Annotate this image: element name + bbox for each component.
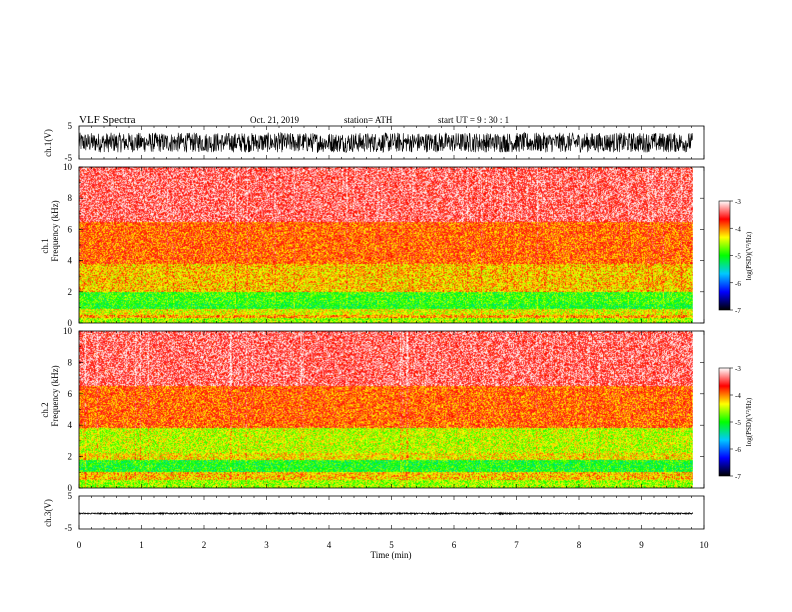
time-tick-label: 8	[577, 540, 582, 550]
frequency-tick-label: 4	[68, 256, 73, 266]
time-tick-label: 9	[639, 540, 644, 550]
colorbar-tick-label: -3	[735, 198, 741, 206]
ch2-spectrogram-panel: 0 2 4 6 8 10 ch.2 Frequency (kHz)	[40, 326, 705, 493]
time-axis-label: Time (min)	[371, 550, 412, 560]
ch1-spectrogram-yticks: 0 2 4 6 8 10	[63, 162, 704, 328]
ch1-colorbar-ticks: -3 -4 -5 -6 -7	[730, 198, 741, 315]
time-tick-label: 0	[77, 540, 82, 550]
frequency-tick-label: 6	[68, 224, 73, 234]
ch3-waveform-panel: 5 -5 ch.3(V)	[43, 491, 705, 533]
frequency-tick-label: 8	[68, 357, 73, 367]
colorbar-tick-label: -6	[735, 446, 741, 454]
ch3-ytick-bottom: -5	[65, 523, 73, 533]
time-tick-label: 5	[389, 540, 394, 550]
time-tick-label: 4	[327, 540, 332, 550]
ch3-waveform-line	[78, 511, 694, 516]
colorbar-tick-label: -4	[735, 392, 741, 400]
time-tick-label: 7	[514, 540, 519, 550]
station-label: station= ATH	[344, 115, 393, 125]
frequency-tick-label: 0	[68, 318, 73, 328]
time-tick-label: 10	[700, 540, 710, 550]
time-axis-ticklabels: 0 1 2 3 4 5 6 7 8 9 10	[77, 540, 709, 550]
ch1-ytick-top: 5	[68, 121, 73, 131]
colorbar-tick-label: -3	[735, 365, 741, 373]
ch2-colorbar-gradient	[719, 368, 730, 476]
ch2-spectrogram-image	[79, 331, 693, 488]
frequency-tick-label: 2	[68, 287, 73, 297]
ch1-waveform-panel: 5 -5 ch.1(V)	[43, 121, 705, 163]
ch2-colorbar-label: log(PSD)(V²/Hz)	[745, 397, 753, 446]
frequency-tick-label: 8	[68, 193, 73, 203]
ch3-waveform-xticks	[78, 496, 705, 529]
ch1-spectrogram-xticks	[78, 167, 705, 323]
time-tick-label: 3	[264, 540, 269, 550]
ch2-channel-label: ch.2	[40, 402, 50, 417]
colorbar-tick-label: -6	[735, 280, 741, 288]
time-tick-label: 6	[452, 540, 457, 550]
ch1-channel-label: ch.1	[40, 238, 50, 253]
colorbar-tick-label: -4	[735, 225, 741, 233]
time-tick-label: 2	[202, 540, 207, 550]
ch3-ytick-top: 5	[68, 491, 73, 501]
ch2-colorbar: -3 -4 -5 -6 -7 log(PSD)(V²/Hz)	[718, 365, 753, 481]
ch2-colorbar-ticks: -3 -4 -5 -6 -7	[730, 365, 741, 481]
frequency-tick-label: 2	[68, 452, 73, 462]
ch1-ytick-bottom: -5	[65, 153, 73, 163]
ch1-spectrogram-image	[79, 167, 693, 323]
ch1-waveform-ylabel: ch.1(V)	[43, 129, 53, 157]
ch1-waveform-xticks	[78, 126, 705, 159]
colorbar-tick-label: -5	[735, 419, 741, 427]
ch1-colorbar-gradient	[719, 201, 730, 310]
frequency-tick-label: 0	[68, 483, 73, 493]
colorbar-tick-label: -7	[735, 473, 741, 481]
ch1-colorbar: -3 -4 -5 -6 -7 log(PSD)(V²/Hz)	[718, 198, 753, 315]
frequency-tick-label: 4	[68, 420, 73, 430]
time-tick-label: 1	[139, 540, 144, 550]
colorbar-tick-label: -5	[735, 253, 741, 261]
frequency-tick-label: 10	[63, 326, 73, 336]
ch1-spectrogram-panel: 0 2 4 6 8 10 ch.1 Frequency (kHz)	[40, 162, 705, 328]
start-time-label: start UT = 9 : 30 : 1	[438, 115, 509, 125]
figure-title: VLF Spectra	[79, 114, 136, 126]
date-label: Oct. 21, 2019	[250, 115, 299, 125]
frequency-tick-label: 6	[68, 389, 73, 399]
ch2-frequency-ylabel: Frequency (kHz)	[50, 365, 60, 426]
ch1-frequency-ylabel: Frequency (kHz)	[50, 200, 60, 261]
frequency-tick-label: 10	[63, 162, 73, 172]
ch1-waveform-line	[78, 131, 694, 154]
colorbar-tick-label: -7	[735, 307, 741, 315]
ch2-spectrogram-xticks	[78, 331, 705, 488]
ch2-spectrogram-yticks: 0 2 4 6 8 10	[63, 326, 704, 493]
ch1-colorbar-label: log(PSD)(V²/Hz)	[745, 231, 753, 280]
ch3-waveform-ylabel: ch.3(V)	[43, 499, 53, 527]
